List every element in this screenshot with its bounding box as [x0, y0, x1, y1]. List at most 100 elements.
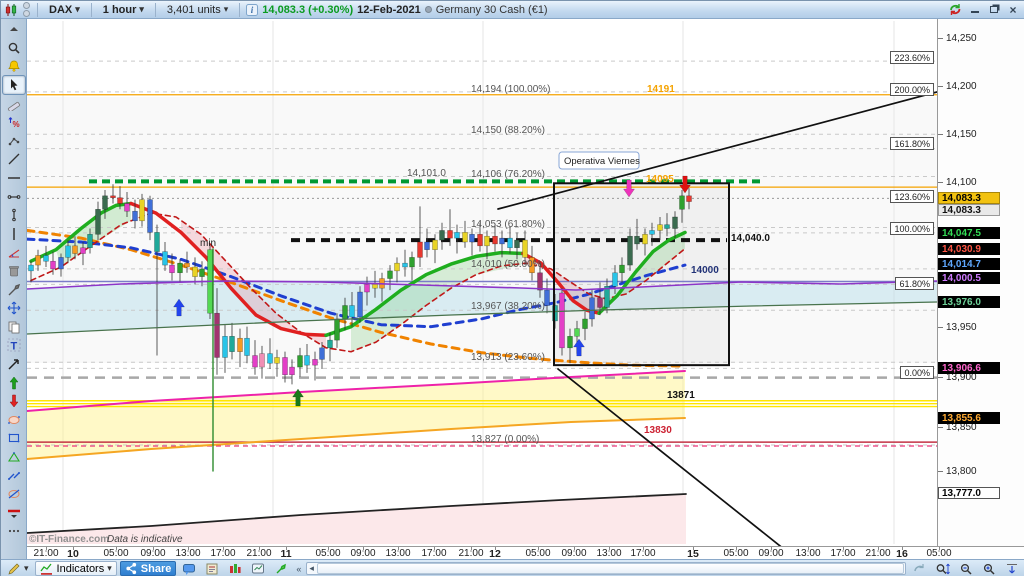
price-tick-label: 14,250 [946, 33, 977, 44]
indicators-button[interactable]: Indicators ▾ [34, 561, 117, 576]
channel-bottom-green [27, 301, 937, 335]
new-chart-button[interactable] [248, 561, 268, 576]
divider [154, 2, 156, 17]
units-select[interactable]: 3,401 units ▾ [162, 2, 233, 17]
ellipse-tool[interactable] [3, 410, 25, 429]
chart-annotation: 13,827 (0.00%) [471, 434, 539, 445]
plugin-tool-icon [276, 563, 287, 573]
zoom-out-icon [960, 563, 972, 575]
fib-extension-label[interactable]: 123.60% [890, 190, 934, 203]
timeframe-select[interactable]: 1 hour ▾ [98, 2, 149, 17]
svg-text:%: % [12, 120, 19, 129]
crossed-lines-tool[interactable] [3, 466, 25, 485]
zoom-drag-icon [936, 563, 950, 574]
up-arrow-tool[interactable] [3, 373, 25, 392]
horizontal-line-tool[interactable] [3, 169, 25, 188]
fib-extension-label[interactable]: 200.00% [890, 83, 934, 96]
buy-arrow-2[interactable] [573, 338, 585, 357]
sell-arrow-1[interactable] [679, 175, 691, 194]
time-axis[interactable]: 21:00 10 05:00 09:00 13:00 17:00 21:00 11 05:00 0… [27, 546, 1024, 560]
price-axis[interactable]: 14,250 14,200 14,150 14,100 13,950 13,900 13,8… [937, 19, 1024, 546]
fib-extension-label[interactable]: 100.00% [890, 222, 934, 235]
axis-tick [938, 326, 943, 328]
buy-arrow-1[interactable] [173, 298, 185, 317]
pointer-tool-icon [10, 79, 17, 91]
fib-extension-label[interactable]: 161.80% [890, 137, 934, 150]
time-tick [538, 547, 539, 550]
scroll-left-icon[interactable]: ◂ [309, 563, 314, 573]
compare-button[interactable] [225, 561, 245, 576]
time-tick [471, 547, 472, 550]
horizontal-scrollbar[interactable]: ◂ [306, 562, 906, 575]
symbol-select[interactable]: DAX ▾ [44, 2, 85, 17]
zoom-out-button[interactable] [956, 561, 976, 576]
zoom-tool[interactable] [3, 39, 25, 58]
zoom-fit-button[interactable] [932, 561, 953, 576]
fib-extension-label[interactable]: 223.60% [890, 51, 934, 64]
zoom-in-button[interactable] [979, 561, 999, 576]
time-tick-label: 17:00 [630, 548, 656, 559]
move-tool[interactable] [3, 299, 25, 318]
delete-drawing-tool[interactable] [3, 262, 25, 281]
minimize-button[interactable] [968, 3, 982, 16]
layout-handle-icon[interactable] [22, 2, 31, 17]
analysis-box[interactable] [553, 182, 730, 367]
go-to-end-button[interactable] [1002, 561, 1022, 576]
text-tool[interactable]: T [3, 336, 25, 355]
news-button[interactable] [202, 561, 222, 576]
refresh-icon[interactable] [948, 3, 963, 16]
ruler-tool[interactable] [3, 94, 25, 113]
more-tools-button-icon [8, 530, 19, 533]
chat-button[interactable] [179, 561, 199, 576]
duplicate-tool[interactable] [3, 318, 25, 337]
close-button[interactable]: × [1009, 2, 1017, 17]
collapse-left-icon[interactable]: « [296, 563, 302, 574]
chart-area[interactable]: 14,194 (100.00%) 14191 14,150 (88.20%) 14,1… [27, 19, 937, 546]
horizontal-segment-tool[interactable] [3, 187, 25, 206]
rectangle-tool[interactable] [3, 429, 25, 448]
divider [37, 2, 38, 17]
compare-charts-icon [230, 563, 241, 573]
fib-extension-label[interactable]: 0.00% [900, 366, 934, 379]
down-arrow-tool[interactable] [3, 392, 25, 411]
time-tick [736, 547, 737, 550]
price-level-chip: 14,083.3 [938, 192, 1000, 205]
draw-button[interactable]: ▾ [4, 561, 32, 576]
scrollbar-thumb[interactable] [316, 563, 904, 574]
chart-annotation: 14095 [646, 174, 674, 185]
time-tick-label: 09:00 [350, 548, 376, 559]
restore-button[interactable] [987, 3, 1001, 16]
info-icon[interactable]: i [246, 3, 259, 16]
ma-fill-pink-mid [181, 221, 326, 348]
fib-extension-label[interactable]: 61.80% [895, 277, 934, 290]
undo-button[interactable] [909, 561, 929, 576]
trendline-tool[interactable] [3, 150, 25, 169]
line-style-tool[interactable] [3, 503, 25, 522]
share-button[interactable]: Share [119, 561, 177, 576]
triangle-tool[interactable] [3, 448, 25, 467]
time-tick-label: 05:00 [525, 548, 551, 559]
vertical-segment-tool[interactable] [3, 206, 25, 225]
triangle-tool-icon [7, 451, 20, 462]
axis-tick [938, 134, 943, 136]
bottom-black-line [27, 493, 687, 534]
alert-tool[interactable] [3, 57, 25, 76]
collapse-toolbar-button[interactable] [3, 20, 25, 39]
price-tick-label: 14,200 [946, 81, 977, 93]
time-tick-label: 13:00 [596, 548, 622, 559]
angle-tool[interactable] [3, 243, 25, 262]
ma-fill-pink-right [523, 253, 606, 314]
chart-canvas[interactable]: 14,194 (100.00%) 14191 14,150 (88.20%) 14,1… [27, 19, 937, 546]
hide-drawings-tool[interactable] [3, 485, 25, 504]
pointer-tool[interactable] [1, 74, 26, 96]
arrow-tool[interactable] [3, 355, 25, 374]
vertical-line-tool[interactable] [3, 225, 25, 244]
sell-arrow-2[interactable] [623, 179, 635, 198]
more-tools-button[interactable] [3, 522, 25, 541]
polyline-tool[interactable] [3, 132, 25, 151]
tools-button[interactable] [271, 561, 291, 576]
axis-tick [938, 38, 943, 39]
percent-change-tool[interactable]: % [3, 113, 25, 132]
drawing-settings-tool[interactable] [3, 280, 25, 299]
buy-arrow-3[interactable] [292, 388, 304, 407]
